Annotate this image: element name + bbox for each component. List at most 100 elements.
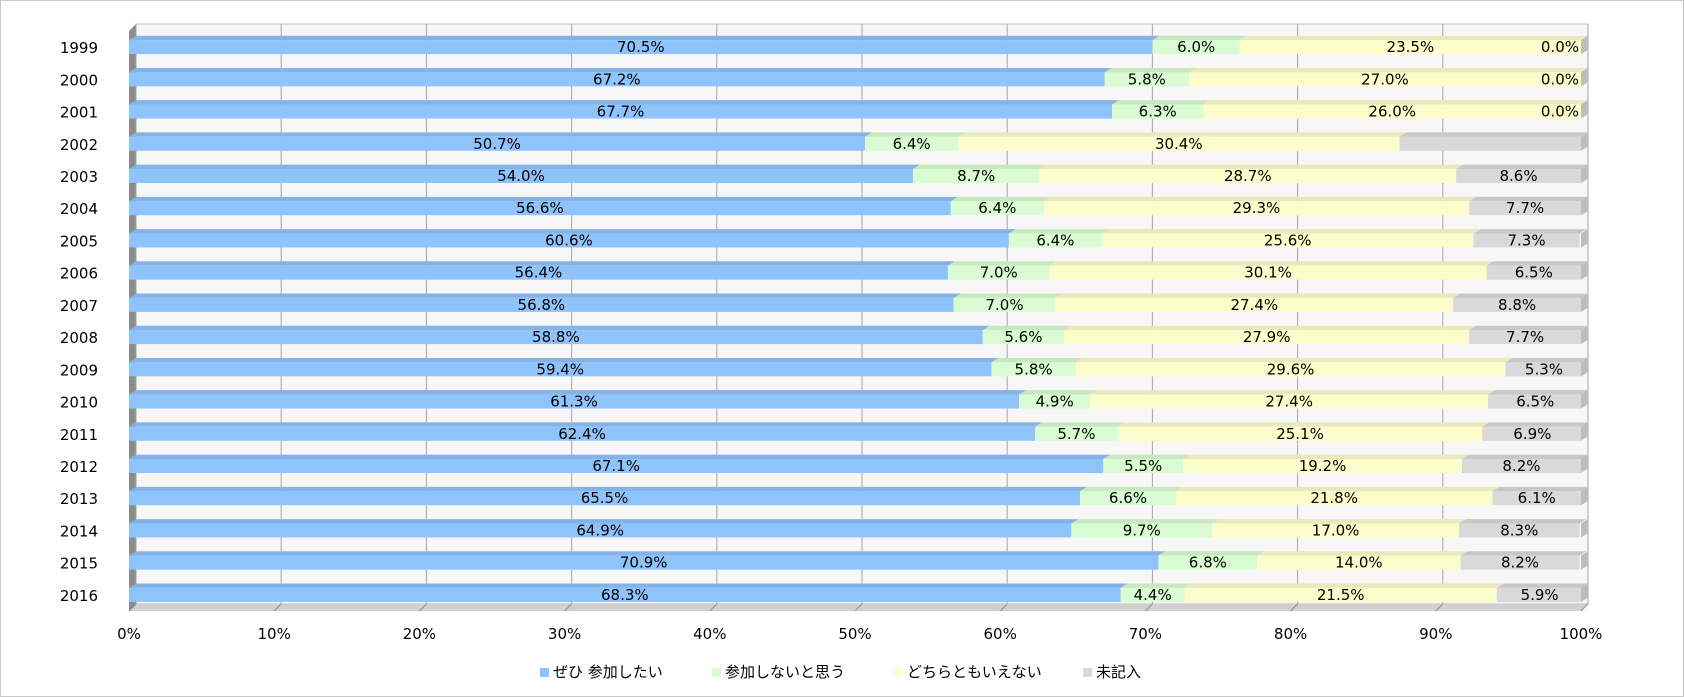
bar-segment (129, 390, 1027, 409)
data-label: 6.0% (1177, 38, 1215, 56)
bar-top-face (1456, 164, 1588, 169)
data-label: 58.8% (532, 328, 580, 346)
bar-top-face (1460, 551, 1587, 556)
bar-end-cap (1581, 293, 1588, 312)
bar-top-face (1239, 35, 1588, 41)
bar-top-face (1152, 35, 1247, 41)
bar-top-face (1203, 100, 1588, 105)
bar-top-face (129, 100, 1120, 105)
bar-segment (1453, 293, 1588, 312)
y-tick-label: 2011 (60, 426, 98, 444)
bar-top-face (1399, 132, 1588, 137)
y-tick-label: 2002 (60, 136, 98, 154)
bar-top-face (129, 164, 921, 169)
x-tick-label: 100% (1560, 625, 1603, 643)
data-label: 60.6% (545, 231, 593, 249)
legend-item: 参加しないと思う (712, 663, 845, 681)
bar-segment (1101, 229, 1481, 248)
data-label: 0.0% (1541, 38, 1579, 56)
legend-label: 未記入 (1096, 663, 1141, 681)
bar-segment (1120, 583, 1192, 602)
x-tick-label: 30% (548, 625, 581, 643)
data-label: 23.5% (1387, 38, 1435, 56)
bar-segment (1257, 551, 1468, 570)
bar-segment (1080, 486, 1183, 506)
bar-segment (1175, 486, 1500, 506)
x-tick-label: 90% (1419, 625, 1452, 643)
data-label: 62.4% (558, 425, 606, 443)
bar-segment (991, 357, 1083, 377)
bar-top-face (1019, 390, 1098, 395)
bar-top-face (1075, 357, 1513, 363)
bar-front-face (958, 136, 1400, 151)
data-label: 6.3% (1139, 103, 1177, 121)
bar-top-face (1043, 196, 1477, 202)
x-tick-label: 0% (117, 625, 141, 643)
bar-segment (1492, 486, 1588, 506)
bar-top-face (1175, 486, 1500, 492)
data-label: 5.8% (1128, 70, 1166, 88)
bars (129, 35, 1590, 602)
bar-segment (1188, 67, 1588, 87)
y-tick-label: 2015 (60, 555, 98, 573)
y-tick-label: 2000 (60, 71, 98, 89)
data-label: 8.2% (1501, 554, 1539, 572)
bar-segment (1112, 100, 1211, 119)
bar-front-face (129, 297, 954, 312)
bar-segment (1456, 164, 1588, 183)
bar-segment (129, 229, 1016, 248)
bar-front-face (129, 426, 1036, 441)
bar-end-cap (1581, 164, 1588, 183)
bar-segment (1486, 261, 1588, 280)
bar-segment (1239, 35, 1588, 55)
bar-end-cap (1581, 422, 1588, 441)
bar-top-face (129, 132, 873, 137)
bar-front-face (1049, 265, 1487, 280)
bar-front-face (129, 459, 1104, 473)
bar-front-face (1473, 233, 1580, 248)
bar-top-face (982, 325, 1072, 331)
data-label: 27.4% (1230, 296, 1278, 314)
bar-front-face (1103, 459, 1184, 473)
bar-top-face (1103, 454, 1191, 459)
bar-front-face (1019, 394, 1091, 409)
data-label: 50.7% (473, 135, 521, 153)
bar-top-face (129, 454, 1111, 459)
data-label: 6.4% (978, 199, 1016, 217)
bar-top-face (1488, 390, 1590, 395)
bar-end-cap (1581, 261, 1588, 280)
gridline-depth (564, 603, 572, 612)
data-label: 8.7% (957, 167, 995, 185)
bar-segment (913, 164, 1047, 183)
bar-front-face (1453, 297, 1581, 312)
bar-segment (1184, 583, 1504, 602)
x-tick-label: 10% (258, 625, 291, 643)
bar-front-face (1183, 459, 1462, 473)
bar-front-face (129, 169, 914, 183)
data-label: 30.1% (1244, 264, 1292, 282)
gridline-depth (709, 603, 718, 612)
bar-segment (1075, 357, 1513, 377)
bar-top-face (1064, 325, 1477, 331)
data-label: 29.6% (1267, 360, 1315, 378)
bar-top-face (1080, 486, 1183, 492)
bar-front-face (947, 265, 1050, 280)
data-label: 70.5% (617, 38, 665, 56)
legend-label: どちらともいえない (907, 663, 1042, 681)
data-label: 27.9% (1243, 328, 1291, 346)
legend-label: ぜひ 参加したい (553, 663, 663, 681)
bar-front-face (1492, 491, 1581, 506)
data-label: 6.9% (1513, 425, 1551, 443)
bar-top-face (1188, 67, 1588, 73)
bar-end-cap (1581, 551, 1588, 570)
bar-front-face (1188, 72, 1581, 87)
data-label: 67.7% (597, 103, 645, 121)
bar-front-face (129, 394, 1020, 409)
gridline-depth (273, 603, 282, 612)
bar-end-cap (1581, 519, 1588, 538)
y-tick-label: 2014 (60, 522, 98, 540)
bar-top-face (1117, 422, 1490, 427)
bar-top-face (1257, 551, 1468, 556)
bar-segment (129, 325, 990, 345)
bar-front-face (1101, 233, 1474, 248)
